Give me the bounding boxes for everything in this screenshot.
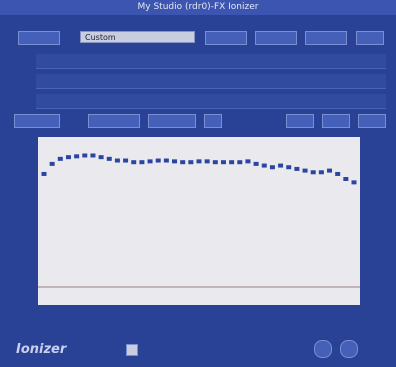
curve-point [286, 165, 291, 169]
button[interactable] [126, 344, 138, 356]
parameter-row [36, 54, 386, 69]
curve-point [270, 165, 275, 169]
curve-point [90, 153, 95, 157]
curve-point [50, 162, 55, 166]
knob[interactable] [340, 340, 358, 358]
curve-point [66, 155, 71, 159]
button[interactable] [14, 114, 60, 128]
curve-point [294, 167, 299, 171]
curve-point [107, 157, 112, 161]
curve-point [229, 160, 234, 164]
curve-point [156, 159, 161, 163]
button[interactable] [88, 114, 140, 128]
spectrum-plot [38, 137, 360, 305]
curve-point [58, 157, 63, 161]
curve-point [42, 172, 47, 176]
curve-point [205, 159, 210, 163]
curve-point [278, 164, 283, 168]
button[interactable] [322, 114, 350, 128]
curve-point [254, 162, 259, 166]
curve-point [180, 160, 185, 164]
button[interactable] [204, 114, 222, 128]
curve-point [172, 159, 177, 163]
curve-point [213, 160, 218, 164]
brand-logo: Ionizer [16, 342, 66, 357]
button[interactable] [18, 31, 60, 45]
curve-point [197, 159, 202, 163]
curve-point [335, 172, 340, 176]
curve-point [148, 159, 153, 163]
button[interactable] [255, 31, 297, 45]
parameter-row [36, 74, 386, 89]
curve-point [311, 170, 316, 174]
button[interactable] [148, 114, 196, 128]
curve-point [303, 169, 308, 173]
curve-point [115, 159, 120, 163]
curve-point [221, 160, 226, 164]
curve-point [82, 153, 87, 157]
preset-dropdown[interactable]: Custom [80, 31, 195, 43]
parameter-row [36, 94, 386, 109]
curve-point [131, 160, 136, 164]
button[interactable] [286, 114, 314, 128]
button[interactable] [358, 114, 386, 128]
curve-point [352, 180, 357, 184]
curve-point [74, 154, 79, 158]
button[interactable] [356, 31, 384, 45]
curve-point [99, 155, 104, 159]
plugin-window: My Studio (rdr0)-FX Ionizer Custom Ioniz… [0, 0, 396, 367]
curve-point [343, 177, 348, 181]
curve-point [262, 164, 267, 168]
title-bar: My Studio (rdr0)-FX Ionizer [0, 0, 396, 15]
curve-point [188, 160, 193, 164]
knob[interactable] [314, 340, 332, 358]
curve-point [327, 169, 332, 173]
curve-point [139, 160, 144, 164]
curve-point [245, 159, 250, 163]
button[interactable] [305, 31, 347, 45]
curve-point [319, 170, 324, 174]
curve-point [123, 159, 128, 163]
button[interactable] [205, 31, 247, 45]
curve-point [237, 160, 242, 164]
curve-point [164, 159, 169, 163]
